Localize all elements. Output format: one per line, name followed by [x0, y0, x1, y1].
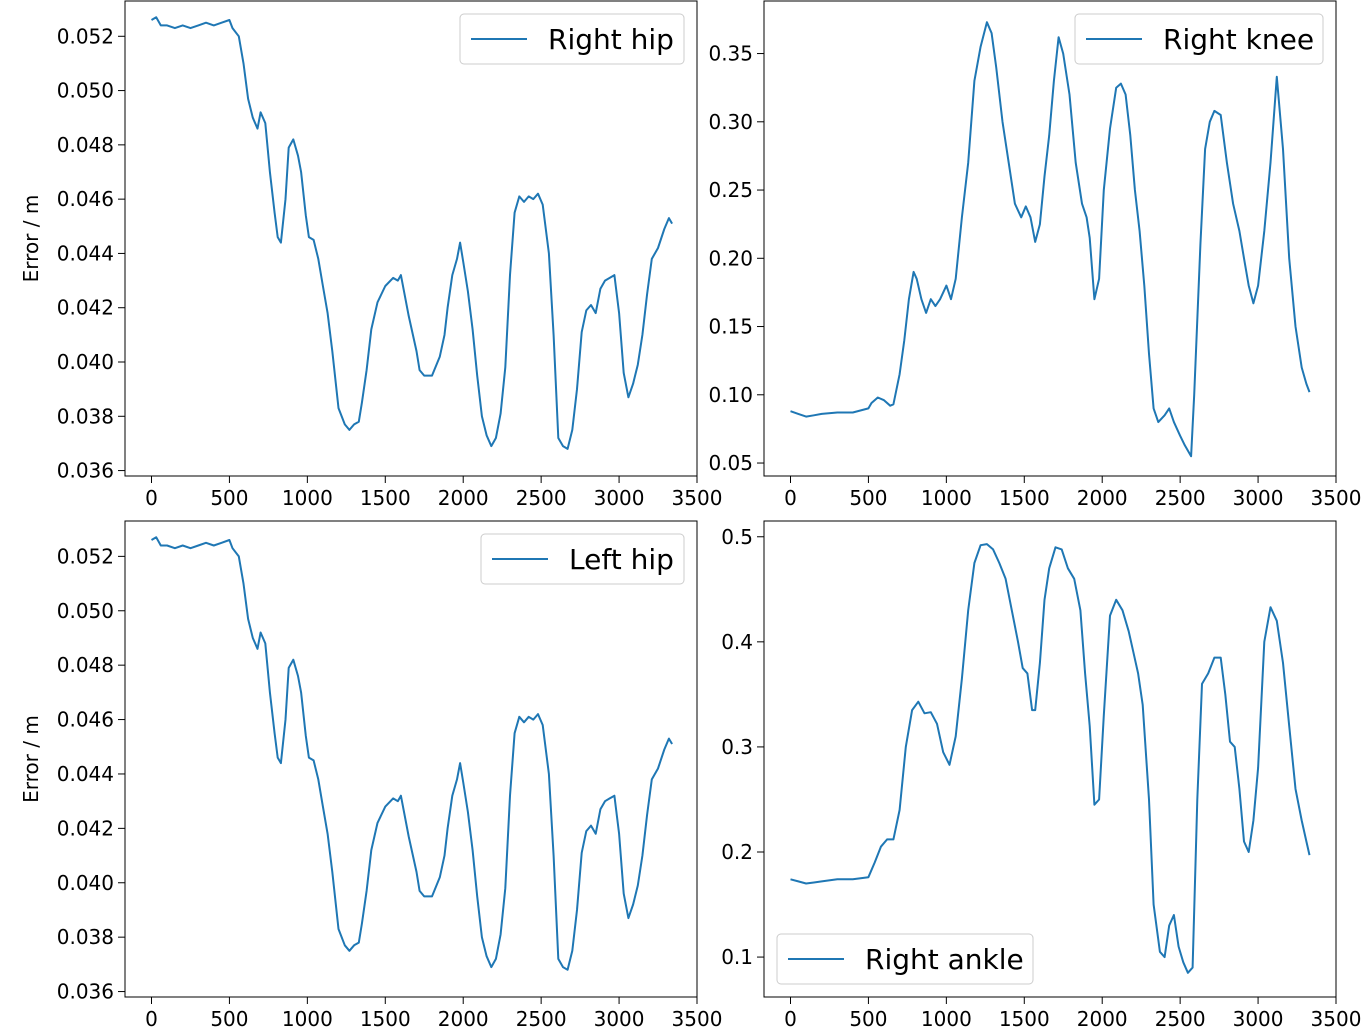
x-tick-label: 500 — [849, 486, 887, 510]
series-line-0 — [151, 536, 673, 971]
legend-box — [459, 13, 685, 65]
y-tick-label: 0.15 — [708, 315, 753, 339]
y-tick-label: 0.048 — [57, 133, 114, 157]
y-tick-label: 0.038 — [57, 925, 114, 949]
legend: Right knee — [1074, 13, 1324, 65]
x-tick-label: 1500 — [999, 486, 1050, 510]
y-tick-label: 0.042 — [57, 296, 114, 320]
panel-right-hip: 0 500 1000 1500 2000 2500 3000 3500 0.036 0.038 0.… — [19, 0, 723, 510]
y-tick-label: 0.046 — [57, 187, 114, 211]
x-tick-label: 2000 — [438, 486, 489, 510]
x-tick-label: 1500 — [999, 1007, 1050, 1031]
y-tick-label: 0.3 — [721, 735, 753, 759]
y-tick-label: 0.036 — [57, 459, 114, 483]
legend-box — [776, 933, 1034, 985]
x-tick-label: 500 — [210, 1007, 248, 1031]
series-line-0 — [790, 543, 1311, 974]
y-tick-label: 0.042 — [57, 816, 114, 840]
series-line-0 — [790, 21, 1311, 458]
y-tick-label: 0.35 — [708, 42, 753, 66]
y-tick-label: 0.10 — [708, 383, 753, 407]
y-tick-label: 0.040 — [57, 871, 114, 895]
x-tick-label: 1500 — [360, 1007, 411, 1031]
x-tick-label: 2000 — [438, 1007, 489, 1031]
y-tick-label: 0.050 — [57, 599, 114, 623]
x-tick-label: 3000 — [594, 486, 645, 510]
x-tick-label: 2500 — [1155, 486, 1206, 510]
y-tick-label: 0.044 — [57, 762, 114, 786]
legend-label: Right hip — [548, 23, 674, 56]
x-tick-label: 3000 — [1233, 1007, 1284, 1031]
x-tick-label: 0 — [145, 1007, 158, 1031]
y-axis-label: Error / m — [19, 195, 43, 283]
y-tick-label: 0.048 — [57, 653, 114, 677]
y-axis-label: Error / m — [19, 715, 43, 803]
legend-box — [480, 533, 685, 585]
legend: Right hip — [459, 13, 685, 65]
x-tick-label: 0 — [784, 1007, 797, 1031]
axes-frame — [763, 520, 1337, 998]
panel-left-hip: 0 500 1000 1500 2000 2500 3000 3500 0.036 0.038 0.… — [19, 520, 723, 1031]
legend-label: Left hip — [569, 543, 674, 576]
legend-label: Right ankle — [865, 943, 1024, 976]
y-tick-label: 0.25 — [708, 178, 753, 202]
y-tick-label: 0.20 — [708, 246, 753, 270]
x-tick-label: 1000 — [282, 486, 333, 510]
x-tick-label: 2500 — [516, 1007, 567, 1031]
y-tick-label: 0.038 — [57, 404, 114, 428]
y-tick-label: 0.052 — [57, 24, 114, 48]
x-tick-label: 500 — [849, 1007, 887, 1031]
legend: Right ankle — [776, 933, 1034, 985]
y-tick-label: 0.046 — [57, 708, 114, 732]
axes-frame — [124, 0, 698, 477]
x-tick-label: 3500 — [672, 486, 723, 510]
x-tick-label: 1000 — [921, 486, 972, 510]
y-tick-label: 0.1 — [721, 945, 753, 969]
axes-frame — [124, 520, 698, 998]
x-tick-label: 2000 — [1077, 486, 1128, 510]
x-tick-label: 1000 — [282, 1007, 333, 1031]
y-tick-label: 0.2 — [721, 840, 753, 864]
y-tick-label: 0.30 — [708, 110, 753, 134]
y-tick-label: 0.036 — [57, 980, 114, 1004]
y-tick-label: 0.044 — [57, 241, 114, 265]
x-tick-label: 0 — [784, 486, 797, 510]
x-tick-label: 1000 — [921, 1007, 972, 1031]
x-tick-label: 3500 — [1311, 1007, 1362, 1031]
panel-right-knee: 0 500 1000 1500 2000 2500 3000 3500 0.05 0.10 0.15… — [708, 0, 1362, 510]
axes-frame — [763, 0, 1337, 477]
x-tick-label: 1500 — [360, 486, 411, 510]
x-tick-label: 2500 — [1155, 1007, 1206, 1031]
y-tick-label: 0.052 — [57, 544, 114, 568]
series-line-0 — [151, 16, 673, 450]
x-tick-label: 500 — [210, 486, 248, 510]
x-tick-label: 0 — [145, 486, 158, 510]
x-tick-label: 3000 — [1233, 486, 1284, 510]
legend: Left hip — [480, 533, 685, 585]
legend-box — [1074, 13, 1324, 65]
x-tick-label: 2000 — [1077, 1007, 1128, 1031]
y-tick-label: 0.05 — [708, 451, 753, 475]
legend-label: Right knee — [1163, 23, 1314, 56]
y-tick-label: 0.040 — [57, 350, 114, 374]
x-tick-label: 3500 — [672, 1007, 723, 1031]
y-tick-label: 0.4 — [721, 630, 753, 654]
y-tick-label: 0.050 — [57, 79, 114, 103]
x-tick-label: 3500 — [1311, 486, 1362, 510]
y-tick-label: 0.5 — [721, 525, 753, 549]
panel-right-ankle: 0 500 1000 1500 2000 2500 3000 3500 0.1 0.2 0.3 0.4… — [721, 520, 1362, 1031]
x-tick-label: 3000 — [594, 1007, 645, 1031]
x-tick-label: 2500 — [516, 486, 567, 510]
